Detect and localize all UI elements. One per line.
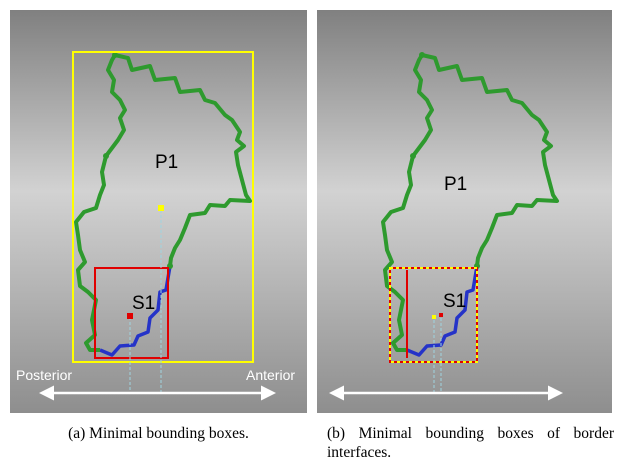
- center-p1: [432, 315, 436, 319]
- label: P1: [155, 152, 178, 173]
- page: P1 S1 Posterior Anterior P1 S1 (a) Minim…: [0, 0, 621, 468]
- caption: (a) Minimal bounding boxes.: [10, 424, 307, 443]
- center-s1: [439, 313, 443, 317]
- center-p1: [158, 205, 164, 211]
- direction-label: Posterior: [16, 367, 72, 383]
- label: S1: [443, 291, 466, 312]
- panel-b-background: [317, 10, 612, 413]
- caption: (b) Minimal bounding boxes of border int…: [327, 424, 614, 462]
- label: S1: [132, 293, 155, 314]
- direction-label: Anterior: [246, 367, 295, 383]
- figure: P1 S1 Posterior Anterior P1 S1: [0, 0, 621, 420]
- label: P1: [444, 174, 467, 195]
- panel-a-background: [10, 10, 307, 413]
